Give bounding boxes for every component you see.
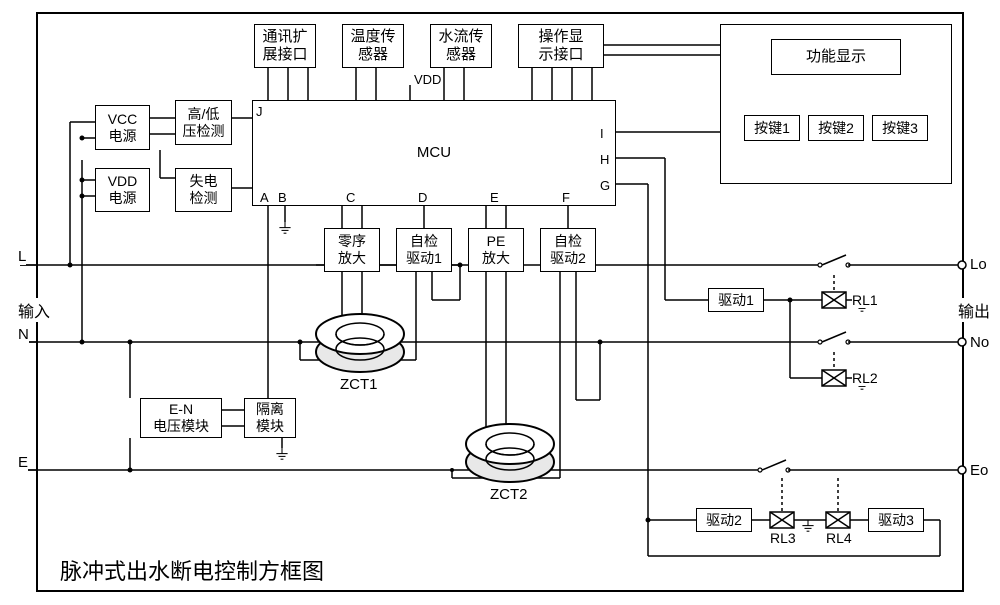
- pe-amp-module: PE 放大: [468, 228, 524, 272]
- vcc-power-module: VCC 电源: [95, 105, 150, 150]
- port-e: E: [490, 190, 499, 205]
- port-c: C: [346, 190, 355, 205]
- vdd-pin-label: VDD: [414, 72, 441, 87]
- port-j: J: [256, 104, 263, 119]
- no-terminal: No: [970, 334, 989, 351]
- button-1[interactable]: 按键1: [744, 115, 800, 141]
- button-3[interactable]: 按键3: [872, 115, 928, 141]
- selftest1-module: 自检 驱动1: [396, 228, 452, 272]
- en-voltage-module: E-N 电压模块: [140, 398, 222, 438]
- func-display-screen: 功能显示: [771, 39, 901, 75]
- eo-terminal: Eo: [970, 462, 988, 479]
- mcu-label: MCU: [417, 144, 451, 162]
- button-2[interactable]: 按键2: [808, 115, 864, 141]
- display-panel: 功能显示 按键1 按键2 按键3: [720, 24, 952, 184]
- selftest2-module: 自检 驱动2: [540, 228, 596, 272]
- drive3-module: 驱动3: [868, 508, 924, 532]
- e-terminal: E: [18, 454, 28, 471]
- port-f: F: [562, 190, 570, 205]
- l-terminal: L: [18, 248, 26, 265]
- port-b: B: [278, 190, 287, 205]
- comm-ext-module: 通讯扩 展接口: [254, 24, 316, 68]
- rl1-label: RL1: [852, 292, 878, 308]
- drive1-module: 驱动1: [708, 288, 764, 312]
- port-i: I: [600, 126, 604, 141]
- output-label: 输出: [958, 298, 990, 322]
- port-a: A: [260, 190, 269, 205]
- lo-terminal: Lo: [970, 256, 987, 273]
- n-terminal: N: [18, 326, 29, 343]
- zero-amp-module: 零序 放大: [324, 228, 380, 272]
- flow-sensor-module: 水流传 感器: [430, 24, 492, 68]
- port-d: D: [418, 190, 427, 205]
- temp-sensor-module: 温度传 感器: [342, 24, 404, 68]
- rl3-label: RL3: [770, 530, 796, 546]
- rl4-label: RL4: [826, 530, 852, 546]
- isolation-module: 隔离 模块: [244, 398, 296, 438]
- vdd-power-module: VDD 电源: [95, 168, 150, 212]
- port-h: H: [600, 152, 609, 167]
- loss-detect-module: 失电 检测: [175, 168, 232, 212]
- drive2-module: 驱动2: [696, 508, 752, 532]
- op-display-if-module: 操作显 示接口: [518, 24, 604, 68]
- diagram-title: 脉冲式出水断电控制方框图: [60, 554, 324, 586]
- high-low-detect-module: 高/低 压检测: [175, 100, 232, 145]
- zct1-label: ZCT1: [340, 376, 378, 393]
- input-label: 输入: [18, 298, 50, 322]
- port-g: G: [600, 178, 610, 193]
- zct2-label: ZCT2: [490, 486, 528, 503]
- rl2-label: RL2: [852, 370, 878, 386]
